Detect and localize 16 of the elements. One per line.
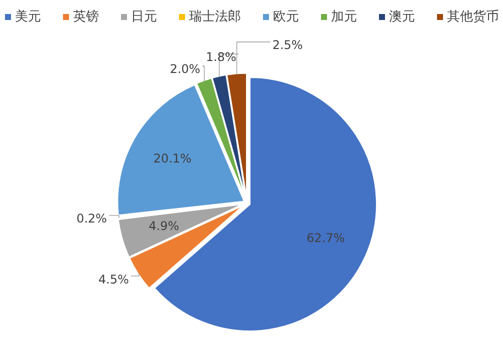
legend-label: 澳元 [389, 10, 415, 25]
data-label: 4.9% [148, 219, 180, 234]
data-label: 62.7% [306, 230, 345, 245]
legend-label: 英镑 [73, 10, 99, 25]
data-label: 0.2% [76, 212, 107, 226]
data-label: 2.0% [170, 62, 200, 76]
legend-label: 美元 [15, 8, 41, 25]
legend-label: 欧元 [273, 10, 299, 25]
data-label: 2.5% [272, 38, 303, 52]
data-label: 1.8% [206, 50, 236, 64]
data-label: 4.5% [98, 272, 129, 286]
legend-label: 日元 [131, 10, 157, 25]
legend-label: 瑞士法郎 [189, 8, 241, 25]
legend-label: 其他货币 [447, 10, 499, 25]
legend-label: 加元 [331, 10, 357, 25]
data-label: 20.1% [153, 152, 192, 166]
